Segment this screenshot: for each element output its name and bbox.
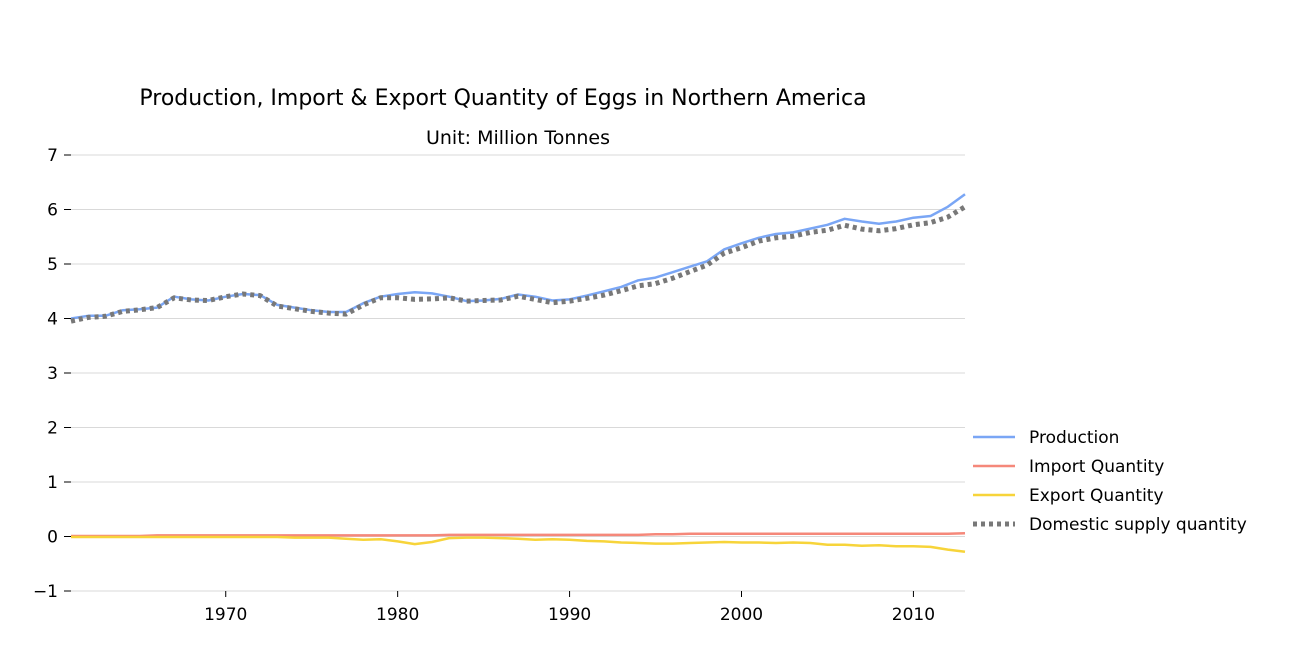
chart-subtitle: Unit: Million Tonnes [426, 127, 610, 149]
x-tick-label: 1990 [548, 605, 591, 625]
y-tick-label: 0 [47, 528, 58, 548]
y-tick-label: 2 [47, 419, 58, 439]
y-tick-label: 4 [47, 310, 58, 330]
legend-label-import-quantity: Import Quantity [1029, 457, 1164, 477]
legend-label-production: Production [1029, 428, 1119, 448]
y-axis: −1 0 1 2 3 4 5 6 7 [33, 146, 71, 602]
x-axis: 1970 1980 1990 2000 2010 [204, 591, 935, 625]
x-tick-label: 2010 [892, 605, 935, 625]
y-tick-label: −1 [33, 582, 58, 602]
y-tick-label: 6 [47, 201, 58, 221]
y-tick-label: 1 [47, 473, 58, 493]
legend-label-domestic-supply-quantity: Domestic supply quantity [1029, 515, 1247, 535]
y-tick-label: 5 [47, 255, 58, 275]
x-tick-label: 2000 [720, 605, 763, 625]
gridlines [71, 154, 965, 592]
plot-area [70, 193, 967, 554]
x-tick-label: 1970 [204, 605, 247, 625]
series-line-domestic-supply-quantity [70, 204, 967, 324]
y-tick-label: 7 [47, 146, 58, 166]
legend-label-export-quantity: Export Quantity [1029, 486, 1164, 506]
legend: Production Import Quantity Export Quantity… [973, 428, 1247, 535]
series-line-export-quantity [71, 535, 966, 554]
series-line-import-quantity [71, 531, 966, 538]
x-tick-label: 1980 [376, 605, 419, 625]
y-tick-label: 3 [47, 364, 58, 384]
chart-title: Production, Import & Export Quantity of … [139, 86, 866, 111]
